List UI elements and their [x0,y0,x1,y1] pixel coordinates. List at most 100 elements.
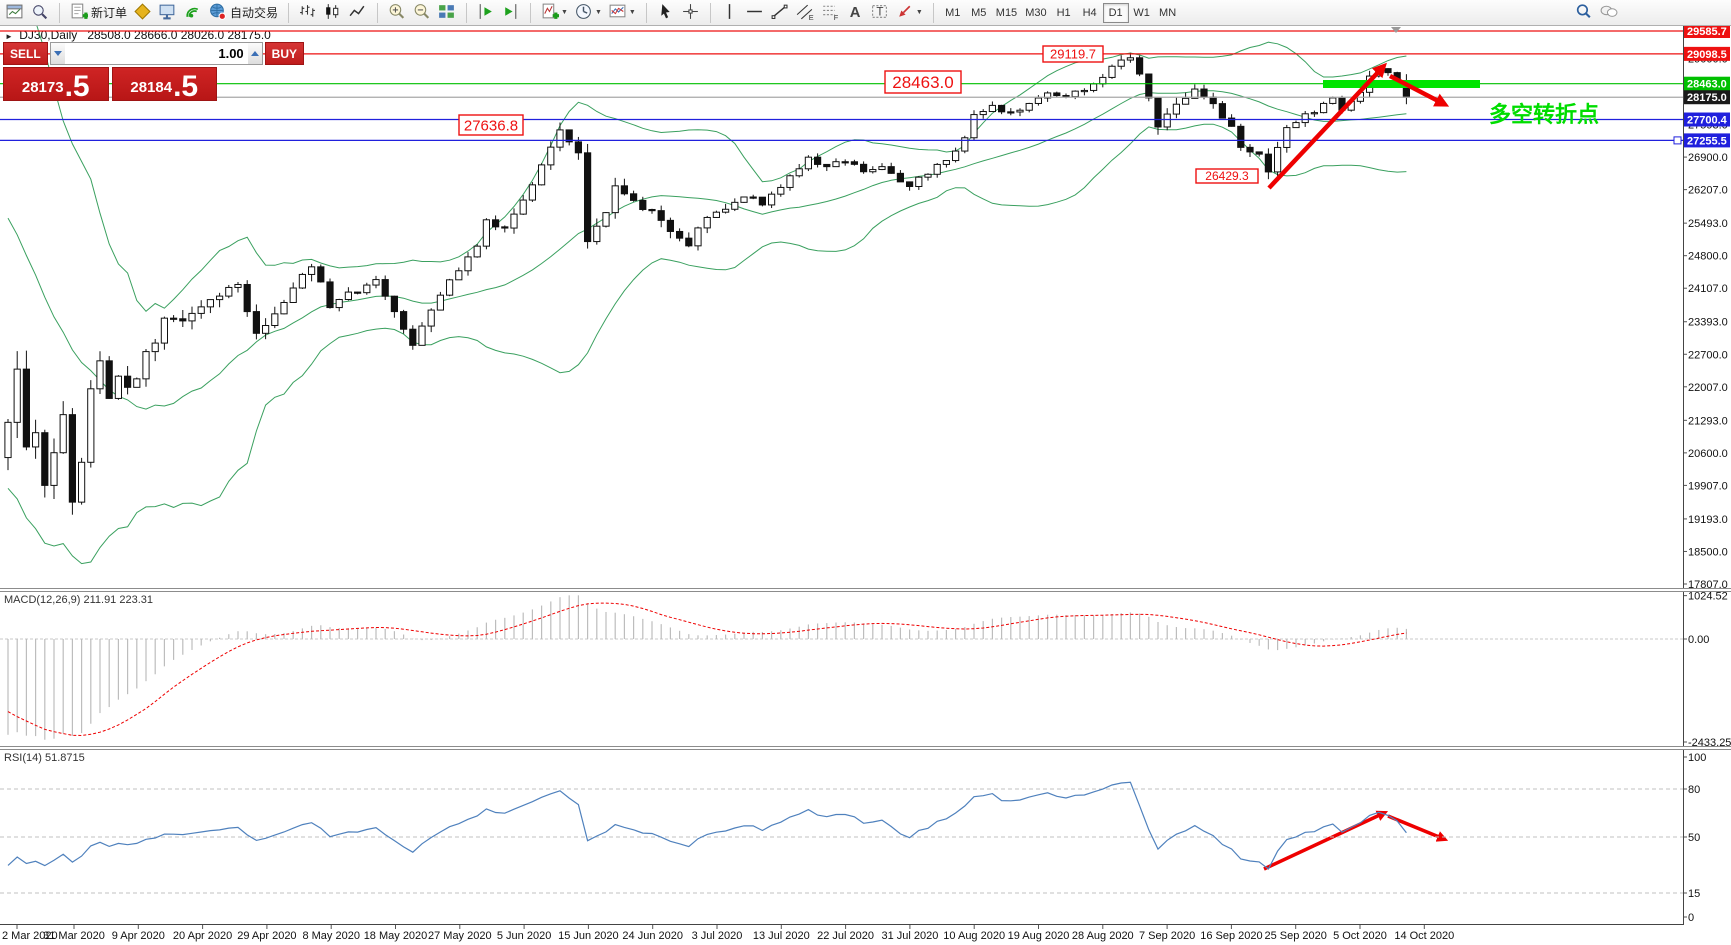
zoom-in-button[interactable] [384,2,409,24]
svg-text:29098.5: 29098.5 [1687,49,1727,61]
search-icon [1574,2,1593,24]
text-button[interactable]: A [842,2,867,24]
buy-price-tile[interactable]: 28184 .5 [111,67,217,102]
volume-decrease-button[interactable] [50,43,65,64]
cursor-button[interactable] [653,2,678,24]
callout-box[interactable] [458,114,524,136]
svg-text:26207.0: 26207.0 [1688,185,1728,197]
arrows-dropdown-caret[interactable]: ▼ [915,9,923,16]
new-order-button[interactable]: 新订单 [66,2,130,24]
svg-text:26900.0: 26900.0 [1688,152,1728,164]
terminal-button[interactable] [155,2,180,24]
svg-text:31 Mar 2020: 31 Mar 2020 [43,930,105,942]
bar-chart-icon [298,2,317,24]
pane-separator[interactable] [0,588,1731,592]
svg-text:28175.0: 28175.0 [1687,92,1727,104]
macd-histogram [7,595,1407,740]
svg-text:20 Apr 2020: 20 Apr 2020 [173,930,232,942]
hline-handle[interactable] [1673,136,1682,145]
signals-icon [183,2,202,24]
vertical-line-icon [720,2,739,24]
fibonacci-icon: F [820,2,839,24]
main-chart-canvas[interactable]: 29693.029000.028307.027593.026900.026207… [0,26,1731,588]
macd-pane-canvas[interactable]: 1024.52 0.00 -2433.25 [0,592,1731,746]
svg-text:50: 50 [1688,832,1700,844]
svg-text:13 Jul 2020: 13 Jul 2020 [753,930,810,942]
vertical-line-button[interactable] [717,2,742,24]
bar-chart-button[interactable] [295,2,320,24]
trend-arrow[interactable] [1387,814,1449,842]
text-icon: A [845,2,864,24]
toolbar-separator [639,2,647,23]
chat-button[interactable] [1596,2,1621,24]
indicators-button[interactable]: ▼ [537,2,571,24]
buy-button[interactable]: BUY [264,42,305,65]
periods-button[interactable]: ▼ [571,2,605,24]
fibonacci-button[interactable]: F [817,2,842,24]
line-chart-icon [348,2,367,24]
svg-text:19193.0: 19193.0 [1688,514,1728,526]
chart-window-button[interactable] [2,2,27,24]
volume-increase-button[interactable] [247,43,262,64]
sell-button[interactable]: SELL [3,42,48,65]
callout-box[interactable] [884,70,962,94]
auto-scroll-button[interactable] [498,2,523,24]
templates-dropdown-caret[interactable]: ▼ [628,9,636,16]
toolbar-separator [281,2,290,23]
svg-text:22 Jul 2020: 22 Jul 2020 [817,930,874,942]
tile-windows-button[interactable] [434,2,459,24]
timeframe-button-m1[interactable]: M1 [940,3,966,23]
bollinger-upper-band [36,26,1407,313]
buy-price-main: 28184 [130,79,173,96]
candlestick-chart-button[interactable] [320,2,345,24]
horizontal-line-button[interactable] [742,2,767,24]
trendline-icon [770,2,789,24]
rsi-indicator-label: RSI(14) 51.8715 [4,752,85,764]
timeframe-button-d1[interactable]: D1 [1102,2,1129,23]
line-chart-button[interactable] [345,2,370,24]
timeframe-button-h4[interactable]: H4 [1077,3,1103,23]
zoom-out-icon [412,2,431,24]
volume-input[interactable] [64,43,248,64]
timeframe-button-mn[interactable]: MN [1155,3,1181,23]
signals-button[interactable] [180,2,205,24]
pane-separator[interactable] [0,746,1731,750]
text-label-button[interactable]: T [867,2,892,24]
equidistant-channel-button[interactable]: E [792,2,817,24]
svg-text:28463.0: 28463.0 [1687,79,1727,91]
autotrading-button[interactable]: 自动交易 [205,2,281,24]
trend-arrow[interactable] [1267,62,1387,190]
zoom-out-button[interactable] [409,2,434,24]
rsi-pane-canvas[interactable]: 100 80 50 15 0 [0,750,1731,925]
templates-button[interactable]: ▼ [605,2,639,24]
arrows-button[interactable]: ▼ [892,2,926,24]
chart-shift-marker-icon[interactable] [1391,27,1401,33]
timeframe-button-m15[interactable]: M15 [992,3,1021,23]
chinese-annotation-text[interactable]: 多空转折点 [1489,102,1599,127]
timeframe-button-m30[interactable]: M30 [1021,3,1050,23]
indicators-dropdown-caret[interactable]: ▼ [561,9,568,16]
metaeditor-button[interactable] [130,2,155,24]
macd-axis[interactable]: 1024.52 0.00 -2433.25 [1683,592,1731,746]
price-axis[interactable]: 29693.029000.028307.027593.026900.026207… [1683,26,1728,588]
chart-window-icon [5,2,24,24]
chart-shift-button[interactable] [473,2,498,24]
trendline-button[interactable] [767,2,792,24]
sell-price-tile[interactable]: 28173 .5 [3,67,109,102]
timeframe-button-m5[interactable]: M5 [966,3,992,23]
callout-box[interactable] [1042,45,1104,63]
sell-price-main: 28173 [21,79,64,96]
crosshair-button[interactable] [678,2,703,24]
timeframe-button-w1[interactable]: W1 [1129,3,1155,23]
svg-text:14 Oct 2020: 14 Oct 2020 [1394,930,1454,942]
search-button[interactable] [1571,2,1596,24]
svg-text:-2433.25: -2433.25 [1688,737,1731,746]
callout-box[interactable] [1195,168,1259,184]
periods-dropdown-caret[interactable]: ▼ [594,9,602,16]
trend-arrow[interactable] [1263,810,1389,871]
chat-icon [1599,2,1618,24]
trend-arrow[interactable] [1388,74,1450,107]
timeframe-button-h1[interactable]: H1 [1051,3,1077,23]
profiles-window-button[interactable] [27,2,52,24]
